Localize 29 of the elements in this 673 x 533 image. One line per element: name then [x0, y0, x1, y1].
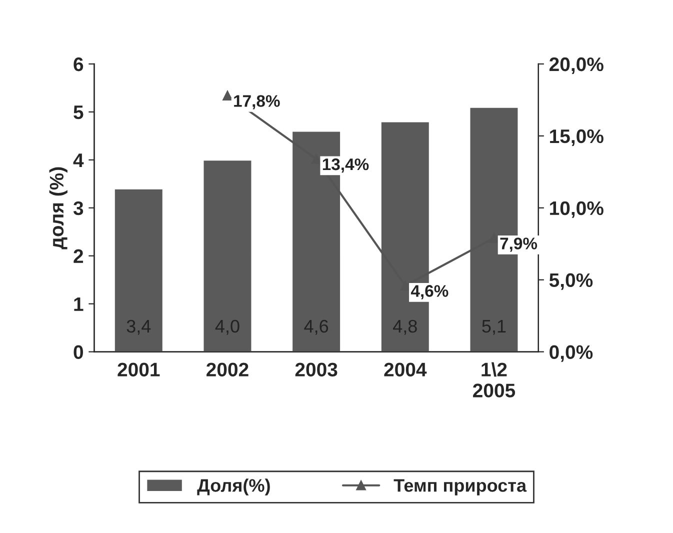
data-label: 7,9%: [500, 238, 538, 252]
data-label: 5,1: [482, 320, 506, 335]
x-tick-label: 2004: [384, 362, 427, 376]
data-label: 4,8: [393, 320, 417, 335]
x-tick-label: 2002: [206, 362, 248, 376]
y-tick-label: 5: [74, 106, 84, 120]
y2-tick-label: 10,0%: [550, 201, 604, 218]
data-label: 4,6%: [410, 285, 448, 300]
y-tick-label: 6: [74, 57, 84, 72]
y-tick-label: 3: [73, 201, 84, 216]
y-tick-label: 4: [73, 154, 84, 167]
data-label: 3,4: [126, 320, 151, 335]
legend-label: Доля(%): [197, 478, 270, 496]
y2-tick-label: 5,0%: [549, 273, 593, 290]
legend-label: Темп прироста: [394, 479, 527, 496]
data-label: 17,8%: [234, 95, 280, 110]
data-label: 4,6: [304, 320, 328, 335]
y-tick-label: 0: [74, 345, 84, 360]
y2-tick-label: 0,0%: [550, 345, 593, 362]
x-tick-label: 2001: [118, 362, 160, 376]
y-tick-label: 1: [74, 297, 84, 311]
y2-tick-label: 15,0%: [550, 129, 604, 146]
y-axis-title: доля (%): [49, 167, 68, 250]
x-tick-label: 1\2 2005: [473, 362, 516, 398]
y-tick-label: 2: [74, 249, 84, 263]
data-label: 4,0: [215, 320, 240, 335]
x-tick-label: 2003: [295, 362, 338, 377]
y2-tick-label: 20,0%: [549, 57, 604, 74]
data-label: 13,4%: [322, 158, 369, 173]
